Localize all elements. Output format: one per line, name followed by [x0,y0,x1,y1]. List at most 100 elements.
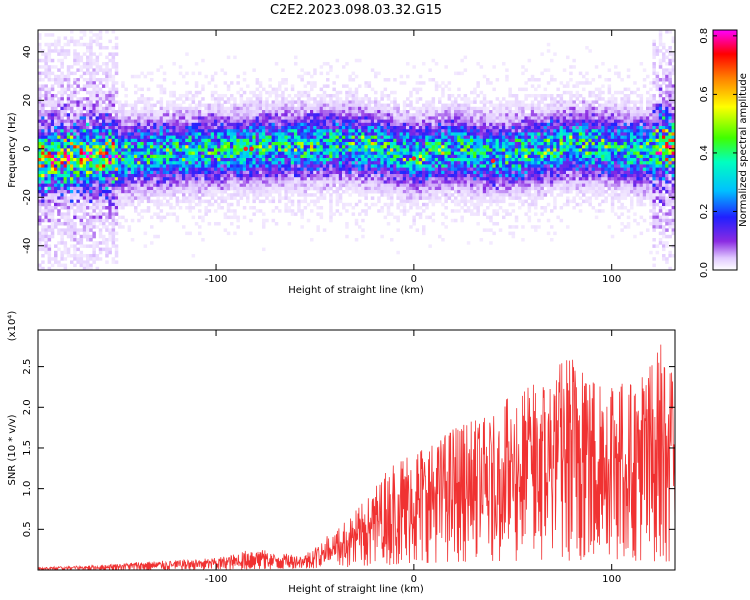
heatmap-cell [236,74,240,79]
heatmap-cell [386,142,391,146]
heatmap-cell [98,164,103,168]
heatmap-cell [130,193,135,197]
heatmap-cell [258,100,263,104]
heatmap-cell [182,183,186,188]
heatmap-cell [54,196,58,200]
heatmap-cell [281,151,285,156]
heatmap-cell [316,206,320,210]
heatmap-cell [415,199,420,204]
heatmap-cell [358,122,362,127]
heatmap-cell [402,142,407,146]
heatmap-cell [156,158,160,162]
heatmap-cell [92,183,96,188]
heatmap-cell [134,100,138,104]
heatmap-cell [239,161,244,165]
heatmap-cell [226,209,231,213]
heatmap-cell [124,186,128,191]
heatmap-cell [111,209,116,213]
heatmap-cell [201,193,205,197]
heatmap-cell [114,170,119,175]
heatmap-cell [370,170,375,175]
heatmap-cell [114,180,119,184]
heatmap-cell [86,167,90,172]
heatmap-cell [319,135,324,140]
heatmap-cell [66,71,71,76]
heatmap-cell [431,122,436,127]
heatmap-cell [50,94,55,98]
heatmap-cell [73,215,77,220]
heatmap-cell [361,158,365,162]
heatmap-cell [278,177,282,181]
heatmap-cell [47,68,52,72]
heatmap-cell [95,241,100,245]
heatmap-cell [153,161,157,165]
heatmap-cell [89,170,93,175]
heatmap-cell [41,65,45,69]
heatmap-cell [162,87,167,92]
heatmap-cell [230,180,234,184]
heatmap-cell [319,190,324,194]
heatmap-cell [294,119,298,124]
heatmap-cell [146,183,151,188]
heatmap-cell [402,190,407,194]
heatmap-cell [409,148,413,152]
heatmap-cell [191,135,196,140]
heatmap-cell [169,148,173,152]
heatmap-cell [220,106,224,111]
heatmap-cell [370,138,375,143]
heatmap-cell [380,110,384,114]
heatmap-cell [287,113,292,117]
heatmap-cell [220,132,224,136]
heatmap-cell [92,33,96,37]
heatmap-cell [223,135,228,140]
heatmap-cell [268,170,272,175]
heatmap-cell [338,161,343,165]
heatmap-cell [255,186,260,191]
heatmap-cell [386,212,391,216]
heatmap-cell [162,186,167,191]
heatmap-cell [326,100,330,104]
heatmap-cell [418,177,423,181]
heatmap-cell [166,142,170,146]
heatmap-cell [319,145,324,149]
heatmap-cell [310,167,314,172]
heatmap-cell [185,167,189,172]
heatmap-cell [143,113,148,117]
heatmap-cell [396,132,400,136]
heatmap-cell [255,183,260,188]
heatmap-cell [121,148,125,152]
heatmap-cell [370,196,375,200]
heatmap-cell [412,177,416,181]
heatmap-cell [415,193,420,197]
heatmap-cell [374,106,378,111]
heatmap-cell [150,129,154,133]
heatmap-cell [41,84,45,88]
heatmap-cell [60,234,64,239]
heatmap-cell [111,212,116,216]
heatmap-cell [300,174,304,178]
heatmap-cell [418,196,423,200]
heatmap-cell [175,196,180,200]
heatmap-cell [127,132,132,136]
heatmap-cell [118,154,122,159]
heatmap-cell [294,186,298,191]
heatmap-cell [60,228,64,232]
heatmap-cell [358,199,362,204]
heatmap-cell [102,138,106,143]
heatmap-cell [249,164,253,168]
heatmap-cell [86,100,90,104]
heatmap-cell [399,116,404,120]
heatmap-cell [294,62,298,66]
heatmap-cell [44,148,48,152]
heatmap-cell [47,215,52,220]
heatmap-cell [98,148,103,152]
heatmap-cell [111,100,116,104]
heatmap-cell [79,145,84,149]
heatmap-cell [98,228,103,232]
heatmap-cell [121,126,125,130]
heatmap-cell [82,71,87,76]
heatmap-cell [214,138,218,143]
heatmap-cell [345,151,349,156]
heatmap-cell [134,154,138,159]
heatmap-cell [60,202,64,207]
